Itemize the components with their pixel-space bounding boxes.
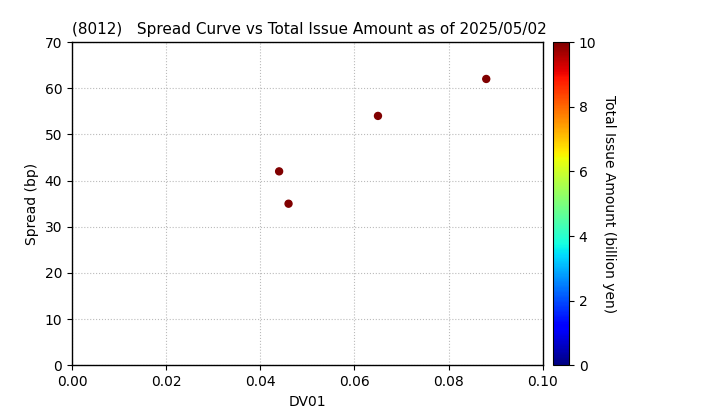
Text: (8012)   Spread Curve vs Total Issue Amount as of 2025/05/02: (8012) Spread Curve vs Total Issue Amoun… [72,22,546,37]
Y-axis label: Total Issue Amount (billion yen): Total Issue Amount (billion yen) [602,94,616,313]
Point [283,200,294,207]
Point [372,113,384,119]
Point [274,168,285,175]
Y-axis label: Spread (bp): Spread (bp) [25,163,39,245]
X-axis label: DV01: DV01 [289,395,326,409]
Point [480,76,492,82]
